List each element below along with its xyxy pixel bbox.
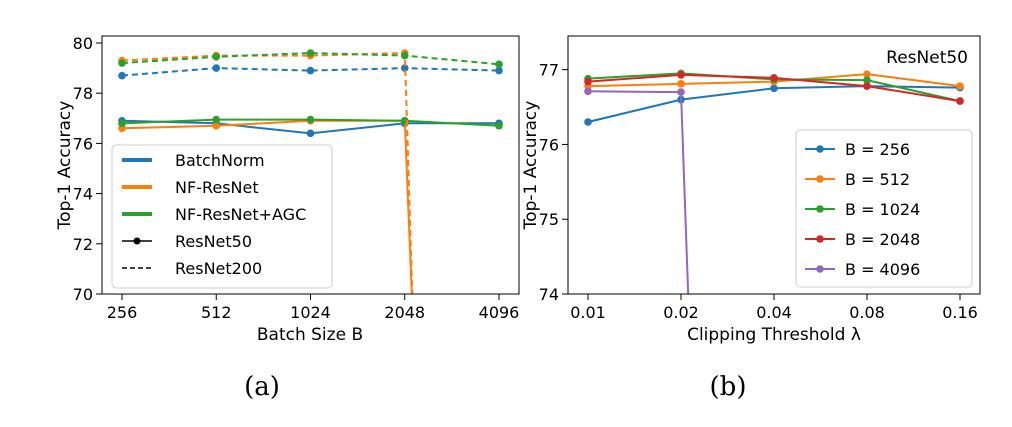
x-tick-label: 512 xyxy=(201,303,232,322)
chart-a-y-label: Top-1 Accuracy xyxy=(55,101,75,231)
chart-b-x-label: Clipping Threshold λ xyxy=(687,325,861,345)
data-point-b-512 xyxy=(677,80,685,88)
chart-b-y-axis: 74 75 76 77 xyxy=(539,61,568,304)
x-tick-label: 0.01 xyxy=(570,303,606,322)
chart-b: 74 75 76 77 0.01 0.02 0.04 0.08 0.16 ResNet50 C… xyxy=(521,35,981,402)
data-point-b-512 xyxy=(863,70,871,78)
y-tick-label: 74 xyxy=(73,185,93,204)
y-tick-label: 74 xyxy=(539,285,559,304)
y-tick-label: 72 xyxy=(73,235,93,254)
x-tick-label: 256 xyxy=(107,303,138,322)
chart-a-x-axis: 256 512 1024 2048 4096 xyxy=(107,294,520,322)
data-point-b-512 xyxy=(956,82,964,90)
data-point-b-2048 xyxy=(863,82,871,90)
series-line-batchnorm-resnet200 xyxy=(121,67,500,77)
chart-a-caption: (a) xyxy=(244,372,280,402)
chart-a-legend: BatchNorm NF-ResNet NF-ResNet+AGC ResNet… xyxy=(111,144,333,289)
x-tick-label: 1024 xyxy=(290,303,331,322)
chart-a-legend-box xyxy=(111,144,333,289)
x-tick-label: 0.16 xyxy=(942,303,978,322)
legend-a-resnet50-label: ResNet50 xyxy=(175,232,252,251)
legend-b-marker xyxy=(816,235,824,243)
chart-b-y-label: Top-1 Accuracy xyxy=(521,101,541,231)
x-tick-label: 0.02 xyxy=(663,303,699,322)
y-tick-label: 78 xyxy=(73,84,93,103)
data-point-b-2048 xyxy=(677,71,685,79)
legend-b-label: B = 256 xyxy=(845,140,910,159)
chart-a-y-axis: 70 72 74 76 78 80 xyxy=(73,34,102,304)
data-point-batchnorm-resnet200 xyxy=(306,66,315,75)
chart-a: 70 72 74 76 78 80 256 512 1024 2048 4096 Batch Si… xyxy=(55,34,520,402)
legend-a-agc-label: NF-ResNet+AGC xyxy=(175,205,306,224)
data-point-nf-resnet-agc-resnet50 xyxy=(306,115,315,124)
data-point-nf-resnet-agc-resnet200 xyxy=(306,49,315,57)
data-point-batchnorm-resnet200 xyxy=(212,64,221,72)
data-point-b-256 xyxy=(584,118,592,126)
chart-b-x-axis: 0.01 0.02 0.04 0.08 0.16 xyxy=(570,294,978,322)
data-point-batchnorm-resnet200 xyxy=(118,71,126,80)
legend-b-label: B = 4096 xyxy=(845,260,920,279)
legend-b-label: B = 1024 xyxy=(845,200,920,219)
data-point-batchnorm-resnet50 xyxy=(306,129,315,138)
data-point-nf-resnet-agc-resnet50 xyxy=(118,119,126,128)
x-tick-label: 0.04 xyxy=(756,303,792,322)
chart-b-plot-area xyxy=(584,69,964,294)
legend-b-marker xyxy=(816,145,824,153)
data-point-nf-resnet-resnet50 xyxy=(212,122,221,130)
data-point-b-2048 xyxy=(770,74,778,82)
legend-b-marker xyxy=(816,205,824,213)
y-tick-label: 80 xyxy=(73,34,93,53)
series-line-nf-resnet-agc-resnet200 xyxy=(121,51,500,66)
series-line-nf-resnet-resnet200 xyxy=(121,51,414,294)
legend-a-resnet200-label: ResNet200 xyxy=(175,259,262,278)
data-point-b-4096 xyxy=(584,87,592,96)
chart-b-legend: B = 256 B = 512 B = 1024 B = 2048 B = 4096 xyxy=(795,129,973,288)
data-point-b-256 xyxy=(770,84,778,93)
legend-a-resnet50-marker xyxy=(133,237,141,245)
legend-b-label: B = 512 xyxy=(845,170,910,189)
x-tick-label: 2048 xyxy=(384,303,425,322)
data-point-nf-resnet-agc-resnet50 xyxy=(212,115,221,124)
data-point-nf-resnet-agc-resnet200 xyxy=(118,59,126,67)
data-point-nf-resnet-agc-resnet200 xyxy=(400,51,409,60)
y-tick-label: 75 xyxy=(539,210,559,229)
legend-b-marker xyxy=(816,265,824,273)
data-point-nf-resnet-agc-resnet200 xyxy=(212,53,221,61)
chart-b-title: ResNet50 xyxy=(886,48,968,68)
x-tick-label: 0.08 xyxy=(849,303,885,322)
data-point-b-2048 xyxy=(956,97,964,105)
chart-b-caption: (b) xyxy=(710,372,747,402)
legend-a-nfresnet-label: NF-ResNet xyxy=(175,178,259,197)
data-point-nf-resnet-agc-resnet200 xyxy=(495,60,503,69)
data-point-batchnorm-resnet200 xyxy=(400,64,409,72)
data-point-nf-resnet-agc-resnet50 xyxy=(495,122,503,130)
y-tick-label: 70 xyxy=(73,285,93,304)
data-point-b-1024 xyxy=(863,76,871,84)
chart-b-legend-box xyxy=(795,129,973,288)
legend-a-batchnorm-label: BatchNorm xyxy=(175,151,265,170)
y-tick-label: 76 xyxy=(539,135,559,154)
legend-b-marker xyxy=(816,175,824,183)
data-point-b-4096 xyxy=(677,88,685,96)
data-point-b-2048 xyxy=(584,77,592,86)
legend-b-label: B = 2048 xyxy=(845,230,920,249)
x-tick-label: 4096 xyxy=(479,303,520,322)
data-point-batchnorm-resnet200 xyxy=(495,66,503,75)
y-tick-label: 77 xyxy=(539,61,559,80)
y-tick-label: 76 xyxy=(73,134,93,153)
chart-a-x-label: Batch Size B xyxy=(257,325,363,345)
chart-a-plot-area xyxy=(118,49,503,294)
